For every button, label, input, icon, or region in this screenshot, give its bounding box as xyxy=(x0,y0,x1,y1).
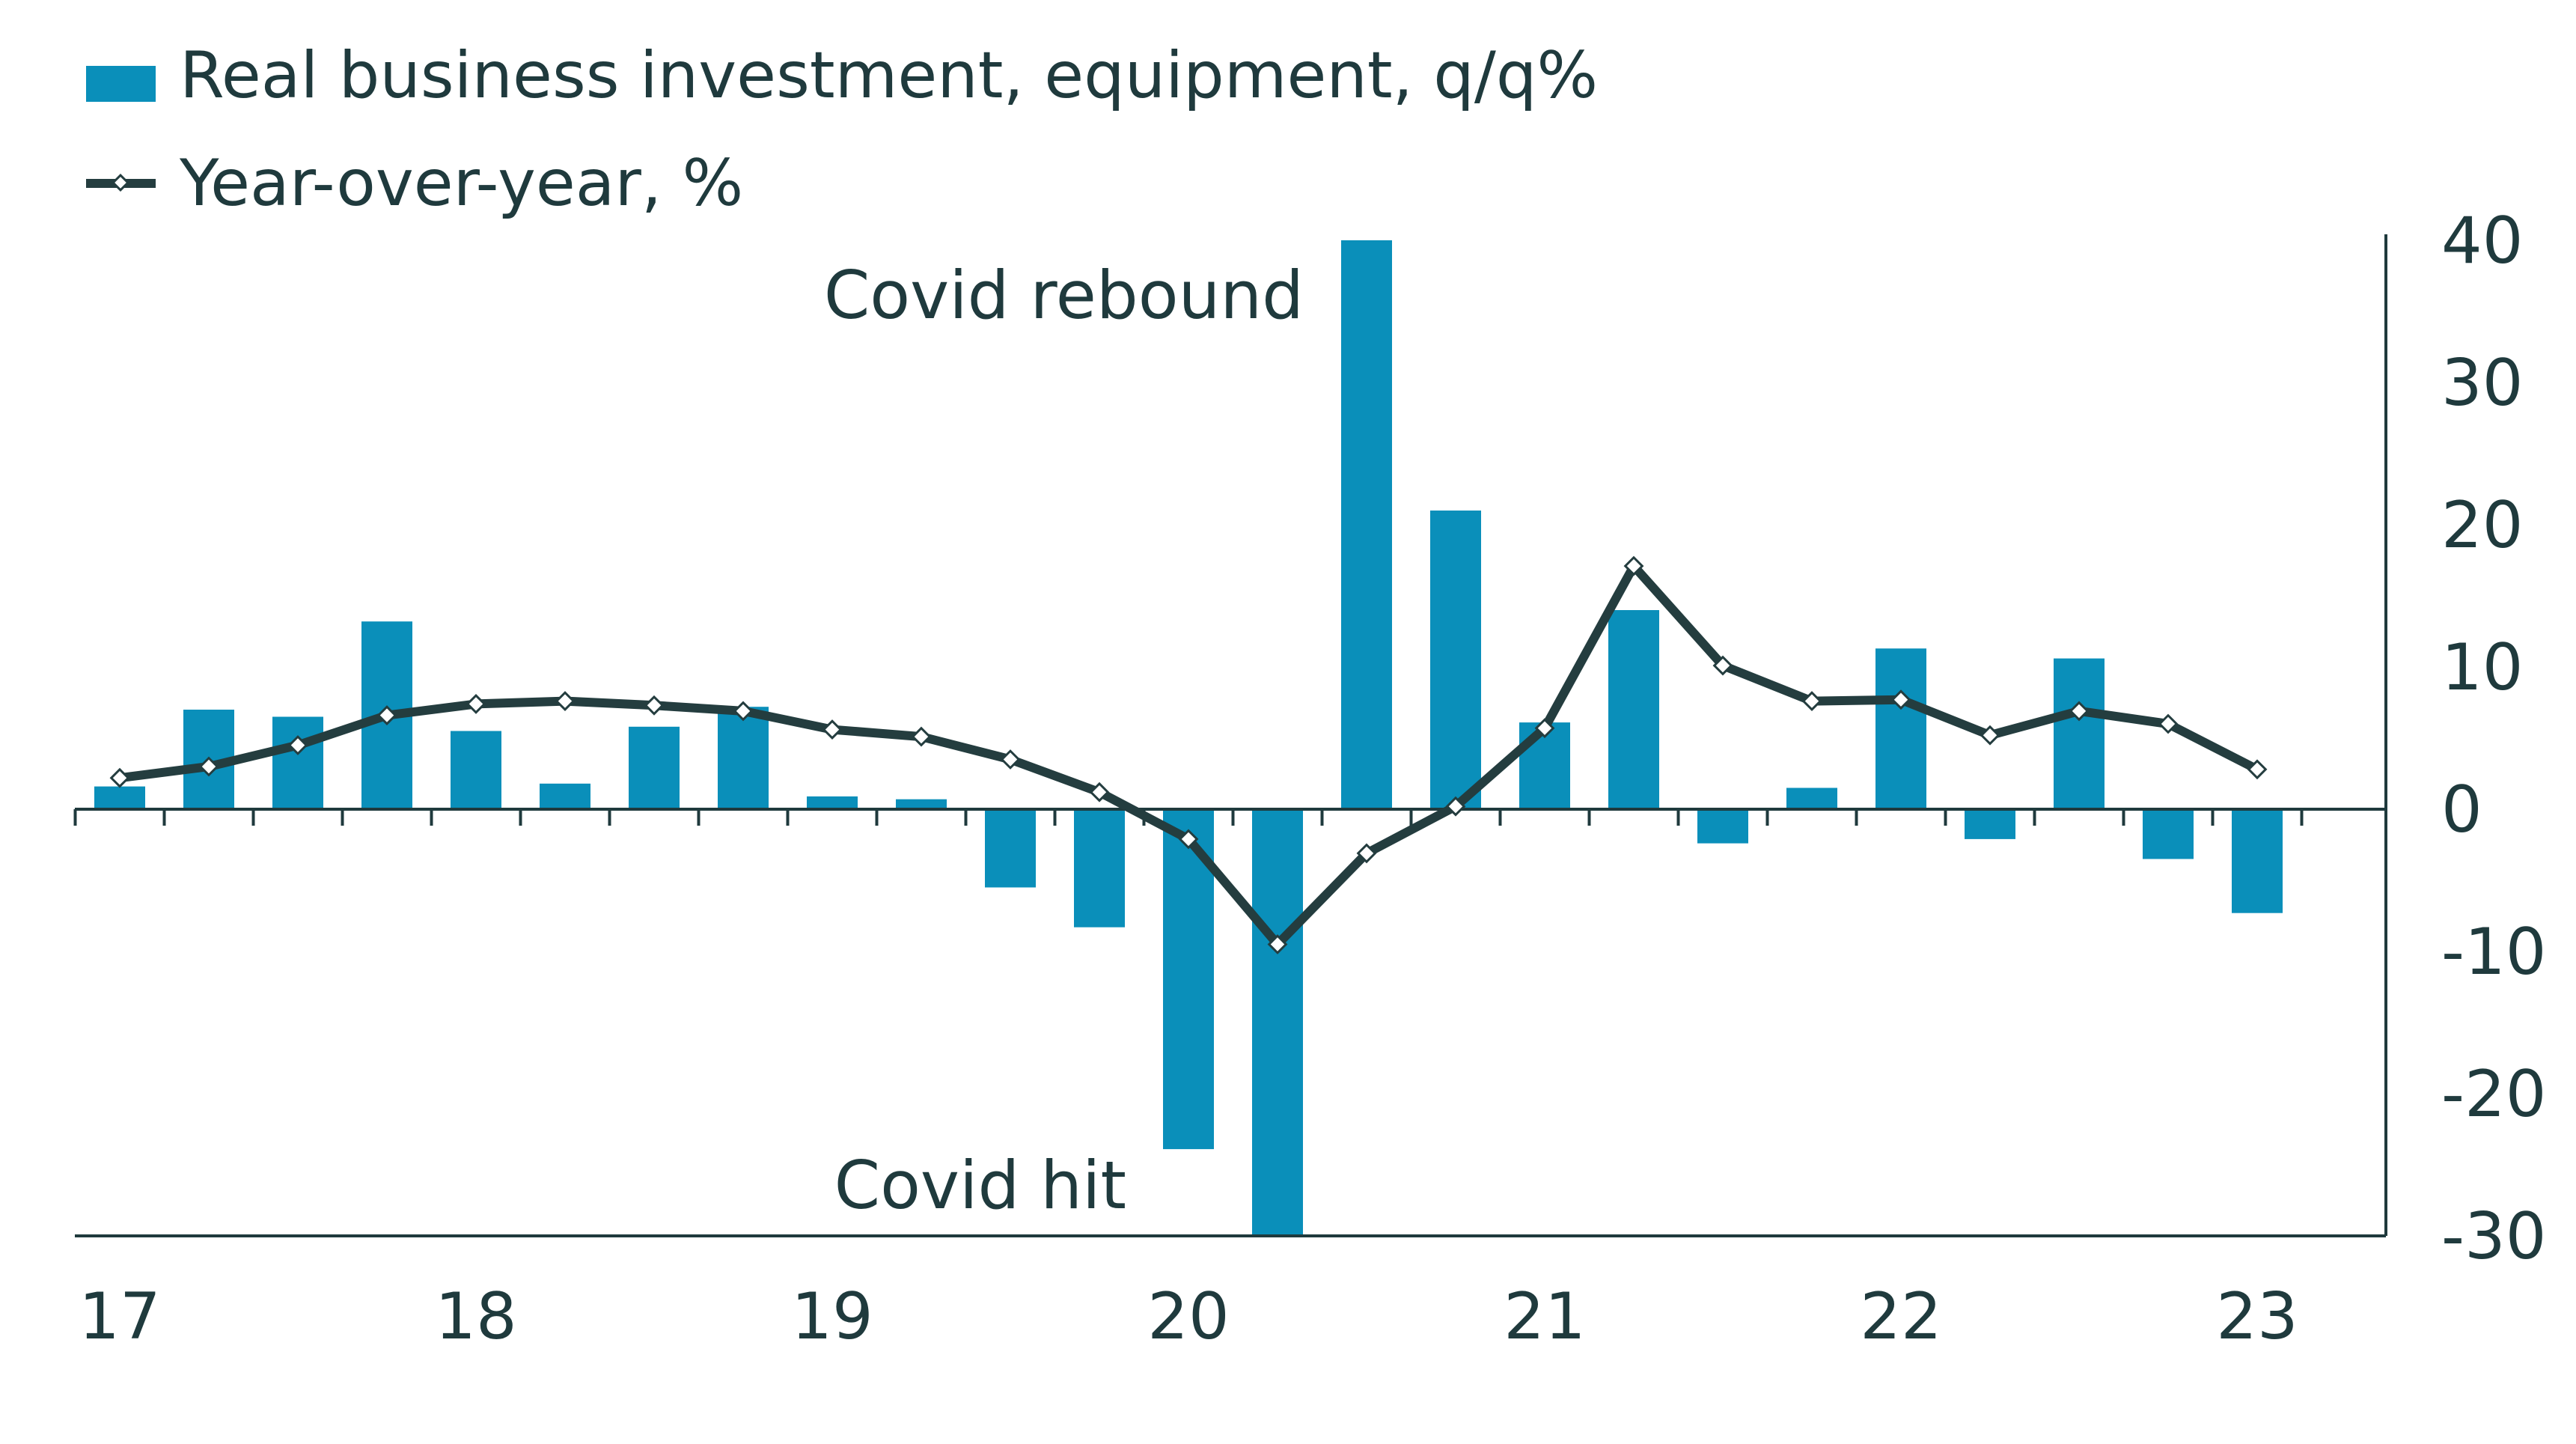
x-tick-label: 17 xyxy=(79,1279,160,1354)
line-layer xyxy=(109,555,2268,954)
bars-layer xyxy=(94,240,2283,1236)
yoy-point-2018-Q3 xyxy=(644,695,665,716)
x-tick-label: 18 xyxy=(435,1279,516,1354)
bar-2020-Q3 xyxy=(1341,240,1392,809)
bar-2022-Q2 xyxy=(1965,809,2015,839)
yoy-point-2022-Q1 xyxy=(1890,689,1911,710)
bar-2020-Q2 xyxy=(1252,809,1303,1236)
bar-2022-Q1 xyxy=(1875,648,1926,809)
bar-2017-Q1 xyxy=(94,786,145,809)
yoy-point-2022-Q3 xyxy=(2069,701,2090,722)
bar-2018-Q3 xyxy=(629,726,680,809)
annotation-covid-rebound: Covid rebound xyxy=(824,257,1304,334)
x-tick-label: 21 xyxy=(1504,1279,1585,1354)
yoy-point-2023-Q1 xyxy=(2247,759,2268,780)
bar-2021-Q3 xyxy=(1697,809,1748,844)
bar-2022-Q4 xyxy=(2143,809,2194,859)
yoy-point-2018-Q4 xyxy=(733,701,754,722)
yoy-point-2020-Q3 xyxy=(1356,843,1377,864)
bar-2021-Q2 xyxy=(1608,610,1659,809)
y-tick-label: 10 xyxy=(2441,630,2523,705)
yoy-point-2017-Q2 xyxy=(198,756,219,777)
labels-layer: 40 30 20 10 0 -10 -20 -30 17 18 19 20 21 22 23 Covid re… xyxy=(79,204,2546,1354)
yoy-point-2019-Q1 xyxy=(822,719,843,740)
yoy-point-2019-Q2 xyxy=(911,726,932,747)
bar-2020-Q4 xyxy=(1430,511,1481,809)
bar-2019-Q4 xyxy=(1074,809,1125,927)
yoy-point-2017-Q3 xyxy=(287,735,308,755)
bar-2018-Q4 xyxy=(718,707,769,809)
bar-2018-Q2 xyxy=(540,783,590,809)
bar-2019-Q3 xyxy=(985,809,1036,888)
x-tick-label: 20 xyxy=(1147,1279,1229,1354)
bar-2019-Q1 xyxy=(807,796,858,809)
y-tick-label: -30 xyxy=(2441,1199,2546,1274)
y-tick-label: -10 xyxy=(2441,915,2546,990)
legend-line-marker xyxy=(111,173,130,192)
legend-bar-swatch xyxy=(86,66,156,102)
yoy-point-2019-Q3 xyxy=(1000,749,1021,770)
yoy-point-2018-Q1 xyxy=(466,693,486,714)
y-tick-label: 40 xyxy=(2441,204,2523,278)
legend-label-line: Year-over-year, % xyxy=(179,146,743,221)
bar-2023-Q1 xyxy=(2232,809,2283,913)
x-tick-label: 22 xyxy=(1860,1279,1941,1354)
yoy-point-2022-Q4 xyxy=(2158,713,2179,734)
bar-2017-Q3 xyxy=(272,716,323,809)
yoy-point-2021-Q2 xyxy=(1623,555,1644,576)
bar-2021-Q4 xyxy=(1786,788,1837,809)
bar-2018-Q1 xyxy=(451,731,501,809)
yoy-point-2021-Q1 xyxy=(1534,718,1555,739)
yoy-point-2017-Q1 xyxy=(109,767,130,788)
yoy-point-2018-Q2 xyxy=(555,691,576,712)
y-tick-label: 30 xyxy=(2441,346,2523,421)
x-tick-label: 23 xyxy=(2216,1279,2298,1354)
axes-layer xyxy=(73,234,2387,1237)
x-tick-label: 19 xyxy=(791,1279,873,1354)
annotation-covid-hit: Covid hit xyxy=(834,1147,1126,1224)
yoy-point-2017-Q4 xyxy=(376,705,397,726)
yoy-point-2020-Q2 xyxy=(1267,934,1288,954)
bar-2019-Q2 xyxy=(896,799,947,809)
yoy-point-2021-Q3 xyxy=(1712,655,1733,676)
legend: Real business investment, equipment, q/q… xyxy=(86,38,1598,221)
yoy-point-2020-Q4 xyxy=(1445,796,1466,817)
y-tick-label: 0 xyxy=(2441,773,2482,847)
bar-2022-Q3 xyxy=(2054,658,2105,809)
yoy-point-2019-Q4 xyxy=(1089,782,1110,802)
y-tick-label: 20 xyxy=(2441,488,2523,563)
y-tick-label: -20 xyxy=(2441,1057,2546,1132)
yoy-point-2022-Q2 xyxy=(1980,725,2000,746)
legend-label-bars: Real business investment, equipment, q/q… xyxy=(180,38,1598,113)
yoy-point-2020-Q1 xyxy=(1178,829,1199,850)
yoy-point-2021-Q4 xyxy=(1801,691,1822,712)
